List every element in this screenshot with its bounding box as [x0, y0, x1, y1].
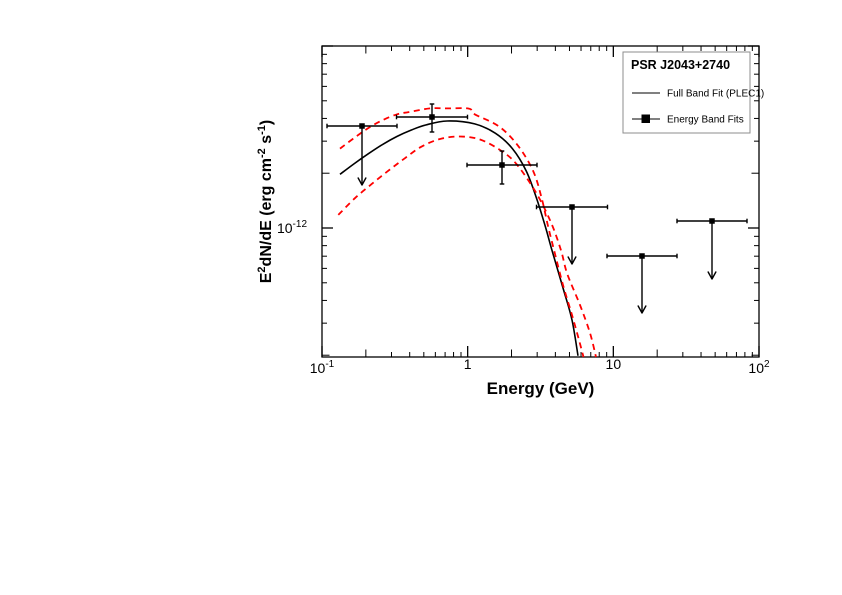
svg-text:Full Band Fit (PLEC1): Full Band Fit (PLEC1)	[667, 89, 764, 100]
svg-text:Energy (GeV): Energy (GeV)	[487, 379, 595, 398]
svg-text:10-1: 10-1	[310, 359, 335, 376]
svg-text:PSR J2043+2740: PSR J2043+2740	[631, 58, 730, 72]
svg-text:10: 10	[606, 356, 622, 372]
svg-text:102: 102	[748, 359, 770, 376]
svg-text:1: 1	[464, 356, 472, 372]
svg-text:E2dN/dE (erg cm-2 s-1): E2dN/dE (erg cm-2 s-1)	[256, 120, 275, 284]
svg-text:10-12: 10-12	[277, 219, 307, 236]
svg-text:Energy Band Fits: Energy Band Fits	[667, 115, 744, 126]
